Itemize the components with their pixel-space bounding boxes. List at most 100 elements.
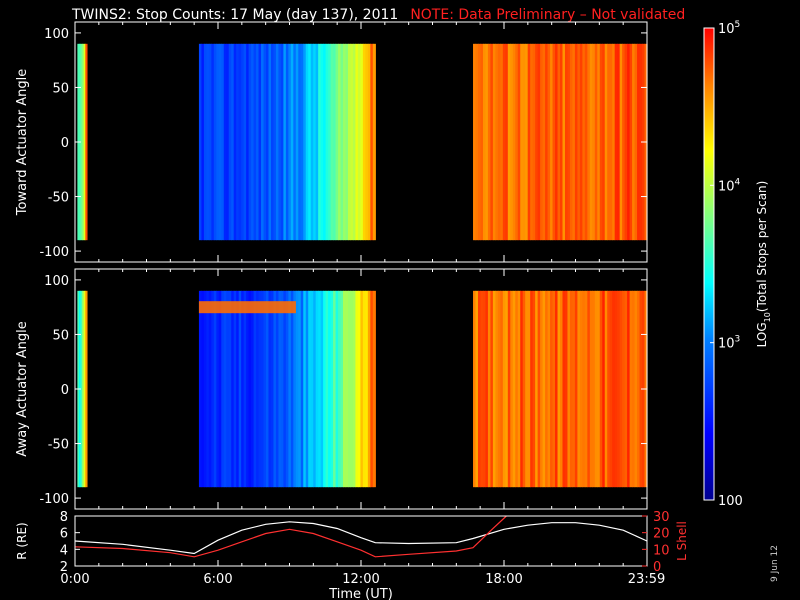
away-segment-1-column [335, 290, 339, 488]
away-segment-1-column [323, 290, 327, 488]
toward-segment-1-column [362, 43, 366, 241]
toward-segment-2-column [562, 43, 566, 241]
toward-segment-2-column [637, 43, 641, 241]
toward-segment-2-column [547, 43, 551, 241]
toward-segment-1-column [357, 43, 361, 241]
away-segment-1-column [320, 290, 324, 488]
away-segment-2-column [589, 290, 593, 488]
away-segment-1-column [238, 290, 242, 488]
away-segment-2-column [567, 290, 571, 488]
away-segment-1-column [343, 290, 347, 488]
away-segment-2-column [562, 290, 566, 488]
away-segment-1-column [218, 290, 222, 488]
away-segment-2-column [555, 290, 559, 488]
toward-segment-2-column [572, 43, 576, 241]
away-segment-2-column [520, 290, 524, 488]
away-ytick-label: -50 [48, 438, 69, 453]
away-segment-2-column [505, 290, 509, 488]
toward-segment-2-column [512, 43, 516, 241]
toward-segment-2-column [485, 43, 489, 241]
away-segment-1-column [313, 290, 317, 488]
toward-segment-1-column [333, 43, 337, 241]
toward-segment-2-column [574, 43, 579, 241]
away-segment-1-column [263, 290, 267, 488]
away-segment-2-column [487, 290, 492, 488]
away-ytick-label: 100 [44, 274, 69, 289]
colorbar-tick-exp: 4 [735, 177, 741, 187]
away-segment-2-column [599, 290, 603, 488]
toward-segment-2-column [475, 43, 479, 241]
away-segment-2-column [507, 290, 511, 488]
toward-segment-1-column [273, 43, 277, 241]
toward-segment-0-column [85, 43, 88, 241]
date-stamp: 9 Jun 12 [770, 545, 780, 582]
away-segment-2-column [564, 290, 569, 488]
orbit-xtick-label: 6:00 [203, 572, 232, 587]
away-segment-1-column [370, 290, 374, 488]
away-segment-1-column [275, 290, 280, 488]
toward-segment-2-column [522, 43, 526, 241]
away-segment-2-column [540, 290, 544, 488]
away-segment-1-column [290, 290, 294, 488]
away-segment-1-column [318, 290, 322, 488]
radius-line [74, 521, 648, 555]
toward-ytick-label: 50 [52, 81, 69, 96]
away-segment-1-column [360, 290, 364, 488]
toward-segment-1-column [300, 43, 304, 241]
away-segment-1-column [288, 290, 292, 488]
colorbar-tick-label: 104 [718, 177, 741, 194]
away-segment-2-column [527, 290, 531, 488]
away-segment-1-column [328, 290, 332, 488]
colorbar-tick-base: 10 [718, 337, 735, 352]
toward-segment-2-column [584, 43, 588, 241]
toward-segment-1-column [216, 43, 220, 241]
orbit-y2tick-label: 10 [653, 543, 670, 558]
away-ytick-label: 0 [61, 383, 69, 398]
toward-ytick-label: 0 [61, 136, 69, 151]
away-segment-1-column [206, 290, 210, 488]
toward-segment-2-column [622, 43, 626, 241]
colorbar-tick-base: 100 [718, 494, 743, 509]
away-segment-1-column [251, 290, 255, 488]
away-segment-2-column [475, 290, 479, 488]
toward-segment-1-column [280, 43, 284, 241]
away-segment-2-column [587, 290, 591, 488]
toward-segment-2-column [634, 43, 638, 241]
toward-segment-2-column [629, 43, 633, 241]
toward-segment-1-column [231, 43, 235, 241]
orbit-ylabel: R (RE) [15, 522, 29, 559]
toward-segment-2-column [604, 43, 608, 241]
toward-segment-1-column [206, 43, 210, 241]
toward-segment-2-column [530, 43, 534, 241]
toward-segment-1-column [226, 43, 230, 241]
away-segment-2-column [547, 290, 551, 488]
toward-segment-2-column [564, 43, 569, 241]
chart-title: TWINS2: Stop Counts: 17 May (day 137), 2… [72, 7, 399, 23]
toward-segment-1-column [263, 43, 267, 241]
away-segment-1-column [305, 290, 309, 488]
away-segment-2-column [537, 290, 541, 488]
away-segment-1-column [340, 290, 344, 488]
toward-segment-1-column [208, 43, 212, 241]
away-segment-1-column [266, 290, 270, 488]
away-segment-2-column [574, 290, 579, 488]
away-segment-1-column [243, 290, 247, 488]
toward-segment-2-column [520, 43, 524, 241]
orbit-y2tick-label: 0 [653, 560, 661, 575]
toward-segment-1-column [236, 43, 240, 241]
toward-segment-2-column [582, 43, 586, 241]
toward-segment-2-column [517, 43, 521, 241]
away-ylabel: Away Actuator Angle [15, 321, 30, 456]
toward-segment-2-column [515, 43, 519, 241]
away-segment-1-column [226, 290, 230, 488]
away-segment-2-column [485, 290, 489, 488]
orbit-xtick-label: 12:00 [342, 572, 379, 587]
away-segment-2-column [535, 290, 539, 488]
toward-segment-2-column [487, 43, 492, 241]
away-segment-2-column [512, 290, 516, 488]
orbit-ytick-label: 6 [60, 527, 68, 542]
toward-segment-1-column [372, 43, 376, 241]
away-segment-1-column [221, 290, 225, 488]
toward-segment-1-column [246, 43, 250, 241]
toward-segment-2-column [545, 43, 549, 241]
